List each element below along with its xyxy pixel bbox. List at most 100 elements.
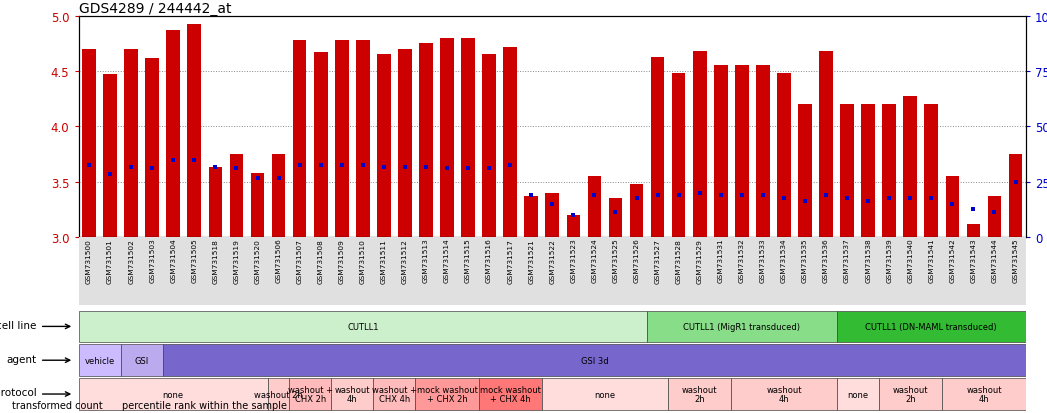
Bar xyxy=(79,237,99,306)
Bar xyxy=(478,237,499,306)
Text: GSM731503: GSM731503 xyxy=(150,238,155,283)
Bar xyxy=(79,344,120,376)
Bar xyxy=(166,31,180,237)
Bar xyxy=(79,378,268,410)
Text: GSM731534: GSM731534 xyxy=(781,238,787,282)
Text: GSM731529: GSM731529 xyxy=(696,238,703,283)
Text: GSM731514: GSM731514 xyxy=(444,238,450,283)
Bar xyxy=(920,237,942,306)
Bar xyxy=(314,53,328,237)
Bar xyxy=(945,177,959,237)
Text: none: none xyxy=(847,389,868,399)
Bar xyxy=(208,168,222,237)
Text: washout
4h: washout 4h xyxy=(766,385,802,404)
Bar xyxy=(837,311,1026,342)
Bar xyxy=(416,378,478,410)
Bar xyxy=(499,237,520,306)
Text: GSI: GSI xyxy=(135,356,149,365)
Bar xyxy=(605,237,626,306)
Bar xyxy=(629,185,643,237)
Text: GSM731523: GSM731523 xyxy=(571,238,576,283)
Bar xyxy=(883,105,896,237)
Bar xyxy=(478,378,541,410)
Text: GSM731537: GSM731537 xyxy=(844,238,850,283)
Text: GSM731512: GSM731512 xyxy=(402,238,408,283)
Text: mock washout
+ CHX 4h: mock washout + CHX 4h xyxy=(480,385,540,404)
Bar xyxy=(374,237,395,306)
Text: protocol: protocol xyxy=(0,387,37,397)
Bar xyxy=(310,237,331,306)
Bar xyxy=(795,237,816,306)
Bar xyxy=(608,199,622,237)
Bar xyxy=(79,311,647,342)
Bar xyxy=(289,237,310,306)
Bar xyxy=(272,154,286,237)
Bar xyxy=(440,39,453,237)
Text: agent: agent xyxy=(6,354,37,363)
Bar xyxy=(878,237,899,306)
Bar xyxy=(146,59,159,237)
Bar xyxy=(141,237,162,306)
Bar xyxy=(837,378,878,410)
Text: GSM731516: GSM731516 xyxy=(486,238,492,283)
Text: GSM731505: GSM731505 xyxy=(192,238,197,283)
Bar xyxy=(104,75,117,237)
Text: GSM731544: GSM731544 xyxy=(992,238,998,282)
Text: GSM731500: GSM731500 xyxy=(86,238,92,283)
Text: GSM731531: GSM731531 xyxy=(718,238,723,283)
Text: mock washout
+ CHX 2h: mock washout + CHX 2h xyxy=(417,385,477,404)
Text: GDS4289 / 244442_at: GDS4289 / 244442_at xyxy=(79,2,231,16)
Bar xyxy=(735,66,749,237)
Bar xyxy=(777,74,790,237)
Bar xyxy=(545,193,559,237)
Text: GSM731511: GSM731511 xyxy=(381,238,386,283)
Text: GSM731528: GSM731528 xyxy=(675,238,682,283)
Bar xyxy=(689,237,710,306)
Text: washout
2h: washout 2h xyxy=(892,385,928,404)
Text: GSM731517: GSM731517 xyxy=(507,238,513,283)
Bar xyxy=(416,237,437,306)
Bar xyxy=(984,237,1005,306)
Bar xyxy=(731,378,837,410)
Bar xyxy=(331,237,352,306)
Text: GSM731524: GSM731524 xyxy=(592,238,598,283)
Bar xyxy=(862,105,875,237)
Bar xyxy=(268,237,289,306)
Bar xyxy=(942,237,963,306)
Text: washout
2h: washout 2h xyxy=(682,385,717,404)
Bar xyxy=(878,378,942,410)
Text: GSM731504: GSM731504 xyxy=(171,238,176,283)
Bar xyxy=(584,237,605,306)
Bar xyxy=(668,378,731,410)
Bar xyxy=(963,237,984,306)
Bar xyxy=(229,154,243,237)
Bar xyxy=(331,378,374,410)
Bar xyxy=(563,237,584,306)
Bar xyxy=(857,237,878,306)
Bar xyxy=(162,237,184,306)
Bar xyxy=(187,25,201,237)
Text: GSM731536: GSM731536 xyxy=(823,238,829,282)
Bar xyxy=(1005,237,1026,306)
Bar xyxy=(731,237,753,306)
Bar xyxy=(651,57,665,237)
Bar xyxy=(841,105,854,237)
Bar xyxy=(966,224,980,237)
Bar xyxy=(247,237,268,306)
Text: GSM731525: GSM731525 xyxy=(612,238,619,283)
Bar xyxy=(693,52,707,237)
Bar xyxy=(756,66,770,237)
Text: GSM731520: GSM731520 xyxy=(254,238,261,283)
Bar xyxy=(626,237,647,306)
Bar xyxy=(520,237,541,306)
Text: transformed count: transformed count xyxy=(12,400,103,410)
Bar xyxy=(352,237,374,306)
Text: GSM731501: GSM731501 xyxy=(107,238,113,283)
Text: percentile rank within the sample: percentile rank within the sample xyxy=(121,400,287,410)
Text: washout 2h: washout 2h xyxy=(254,389,303,399)
Bar xyxy=(99,237,120,306)
Bar xyxy=(899,237,920,306)
Text: GSM731543: GSM731543 xyxy=(971,238,977,282)
Bar xyxy=(504,47,517,237)
Bar xyxy=(205,237,226,306)
